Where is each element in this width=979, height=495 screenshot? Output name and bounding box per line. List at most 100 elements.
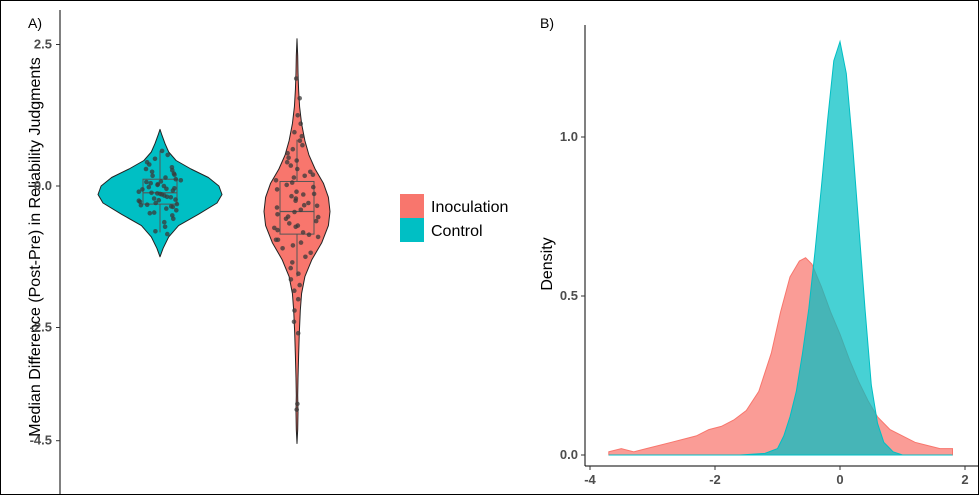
data-point-inoculation [293, 198, 298, 203]
data-point-inoculation [294, 158, 300, 163]
data-point-control [172, 172, 177, 177]
data-point-inoculation [292, 129, 297, 135]
data-point-control [173, 176, 179, 182]
panel-b-y-axis-title: Density [539, 237, 556, 290]
data-point-control [147, 210, 153, 216]
data-point-inoculation [294, 407, 300, 412]
panel-a-y-tick-label: -4.5 [30, 433, 52, 448]
data-point-inoculation [275, 212, 280, 217]
data-point-inoculation [293, 224, 299, 230]
data-point-control [153, 229, 158, 234]
data-point-inoculation [290, 260, 295, 265]
data-point-control [168, 204, 174, 209]
panel-b-y-tick-label: 0.5 [560, 288, 578, 303]
data-point-control [162, 224, 168, 230]
data-point-control [150, 173, 155, 179]
box-inoculation [279, 180, 315, 235]
data-point-inoculation [288, 265, 294, 271]
data-point-control [173, 197, 178, 202]
data-point-control [147, 162, 152, 167]
data-point-inoculation [295, 401, 300, 407]
data-point-inoculation [284, 159, 290, 165]
data-point-inoculation [280, 246, 285, 251]
data-point-inoculation [308, 250, 314, 256]
data-point-control [144, 179, 149, 185]
data-point-control [170, 167, 175, 173]
data-point-control [149, 169, 155, 175]
data-point-inoculation [292, 308, 297, 313]
data-point-inoculation [310, 172, 316, 177]
data-point-inoculation [306, 232, 312, 237]
data-point-control [164, 206, 169, 211]
data-point-inoculation [275, 227, 280, 233]
data-point-control [151, 210, 157, 215]
data-point-inoculation [301, 192, 306, 197]
data-point-inoculation [275, 237, 281, 243]
data-point-inoculation [315, 214, 321, 220]
panel-b-tag: B) [540, 15, 554, 31]
density-area-control [608, 39, 953, 456]
data-point-inoculation [273, 178, 279, 183]
data-point-inoculation [295, 113, 301, 118]
data-point-inoculation [295, 166, 300, 172]
box-control [142, 178, 178, 205]
panel-b-x-tick-label: -4 [584, 472, 596, 487]
legend-label-control: Control [431, 223, 483, 240]
data-point-inoculation [291, 319, 297, 325]
data-point-inoculation [306, 200, 311, 206]
data-point-inoculation [288, 277, 294, 282]
data-point-control [159, 148, 165, 154]
data-point-inoculation [301, 202, 307, 208]
data-point-inoculation [298, 207, 304, 213]
data-point-control [163, 175, 168, 180]
data-point-inoculation [311, 184, 316, 190]
data-point-inoculation [313, 218, 319, 224]
data-point-inoculation [315, 234, 321, 240]
data-point-control [165, 152, 170, 158]
data-point-inoculation [294, 189, 299, 194]
data-point-inoculation [290, 146, 296, 152]
data-point-inoculation [287, 221, 292, 226]
panel-b-x-tick-label: 2 [961, 472, 968, 487]
data-point-inoculation [300, 142, 305, 148]
panel-a-violins [97, 38, 331, 444]
data-point-control [155, 182, 160, 188]
data-point-inoculation [298, 240, 304, 245]
panel-a-y-tick-label: 2.5 [34, 37, 52, 52]
data-point-inoculation [302, 173, 308, 179]
panel-a-y-tick-label: 0.0 [34, 178, 52, 193]
panel-b-ticks: 0.0 0.5 1.0 -4 -2 0 2 [560, 129, 969, 487]
data-point-inoculation [298, 121, 304, 126]
data-point-inoculation [285, 150, 290, 156]
data-point-inoculation [296, 271, 301, 277]
panel-b-y-tick-label: 1.0 [560, 129, 578, 144]
data-point-control [140, 187, 145, 192]
legend: Inoculation Control [400, 194, 508, 242]
data-point-inoculation [274, 187, 280, 192]
data-point-control [143, 166, 149, 172]
panel-a-y-ticks: 2.5 0.0 -2.5 -4.5 [30, 37, 60, 448]
data-point-control [164, 194, 170, 200]
data-point-control [151, 196, 157, 201]
data-point-inoculation [274, 205, 280, 210]
data-point-inoculation [297, 282, 303, 288]
data-point-control [178, 178, 184, 183]
data-point-control [153, 200, 158, 206]
data-point-control [152, 156, 158, 162]
data-point-inoculation [289, 193, 294, 199]
data-point-control [170, 188, 176, 193]
panel-b-y-tick-label: 0.0 [560, 447, 578, 462]
panel-b-density-areas [608, 39, 953, 456]
data-point-inoculation [283, 216, 289, 222]
data-point-control [157, 191, 163, 197]
data-point-control [138, 202, 144, 208]
data-point-control [165, 231, 170, 237]
data-point-control [148, 180, 153, 186]
data-point-inoculation [292, 209, 297, 215]
data-point-control [136, 189, 142, 194]
data-point-inoculation [291, 175, 297, 180]
data-point-control [174, 201, 180, 207]
data-point-inoculation [272, 225, 277, 231]
data-point-control [156, 197, 162, 203]
